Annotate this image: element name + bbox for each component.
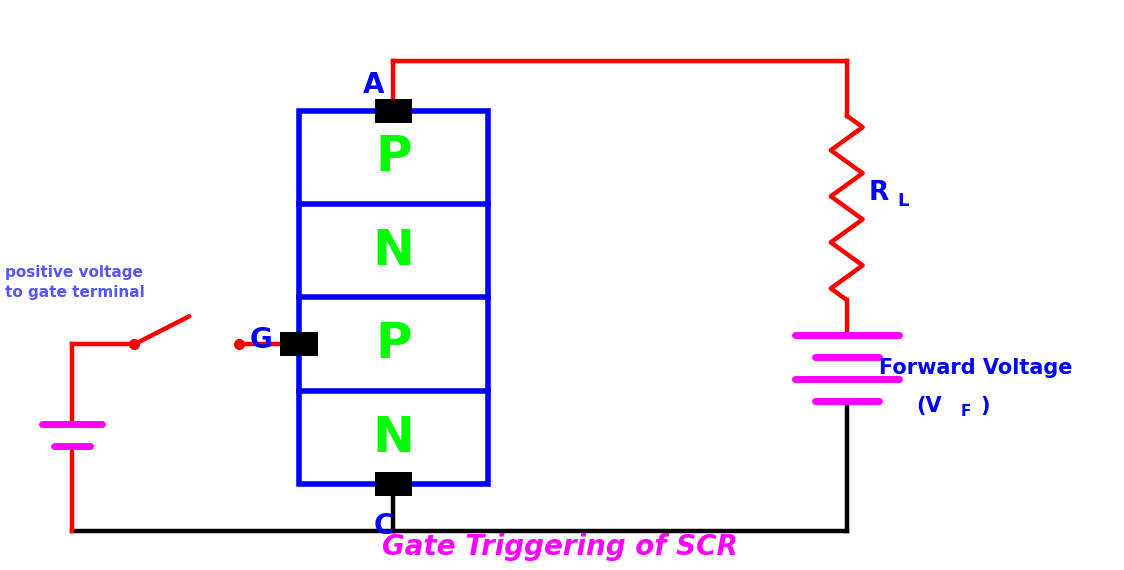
Text: F: F — [960, 404, 971, 419]
Text: G: G — [250, 326, 272, 354]
Text: A: A — [363, 71, 384, 99]
Text: L: L — [897, 192, 909, 210]
Text: R: R — [869, 180, 889, 206]
Text: N: N — [372, 227, 415, 275]
Text: ): ) — [980, 396, 990, 416]
Text: N: N — [372, 413, 415, 462]
Bar — [374, 99, 413, 123]
Bar — [299, 111, 488, 484]
Text: P: P — [375, 133, 411, 181]
Bar — [374, 473, 413, 496]
Text: C: C — [373, 512, 393, 540]
Text: P: P — [375, 320, 411, 368]
Text: Gate Triggering of SCR: Gate Triggering of SCR — [382, 533, 737, 561]
Text: Forward Voltage: Forward Voltage — [879, 358, 1072, 378]
Bar — [280, 332, 318, 356]
Text: positive voltage
to gate terminal: positive voltage to gate terminal — [4, 265, 145, 300]
Text: (V: (V — [916, 396, 942, 416]
